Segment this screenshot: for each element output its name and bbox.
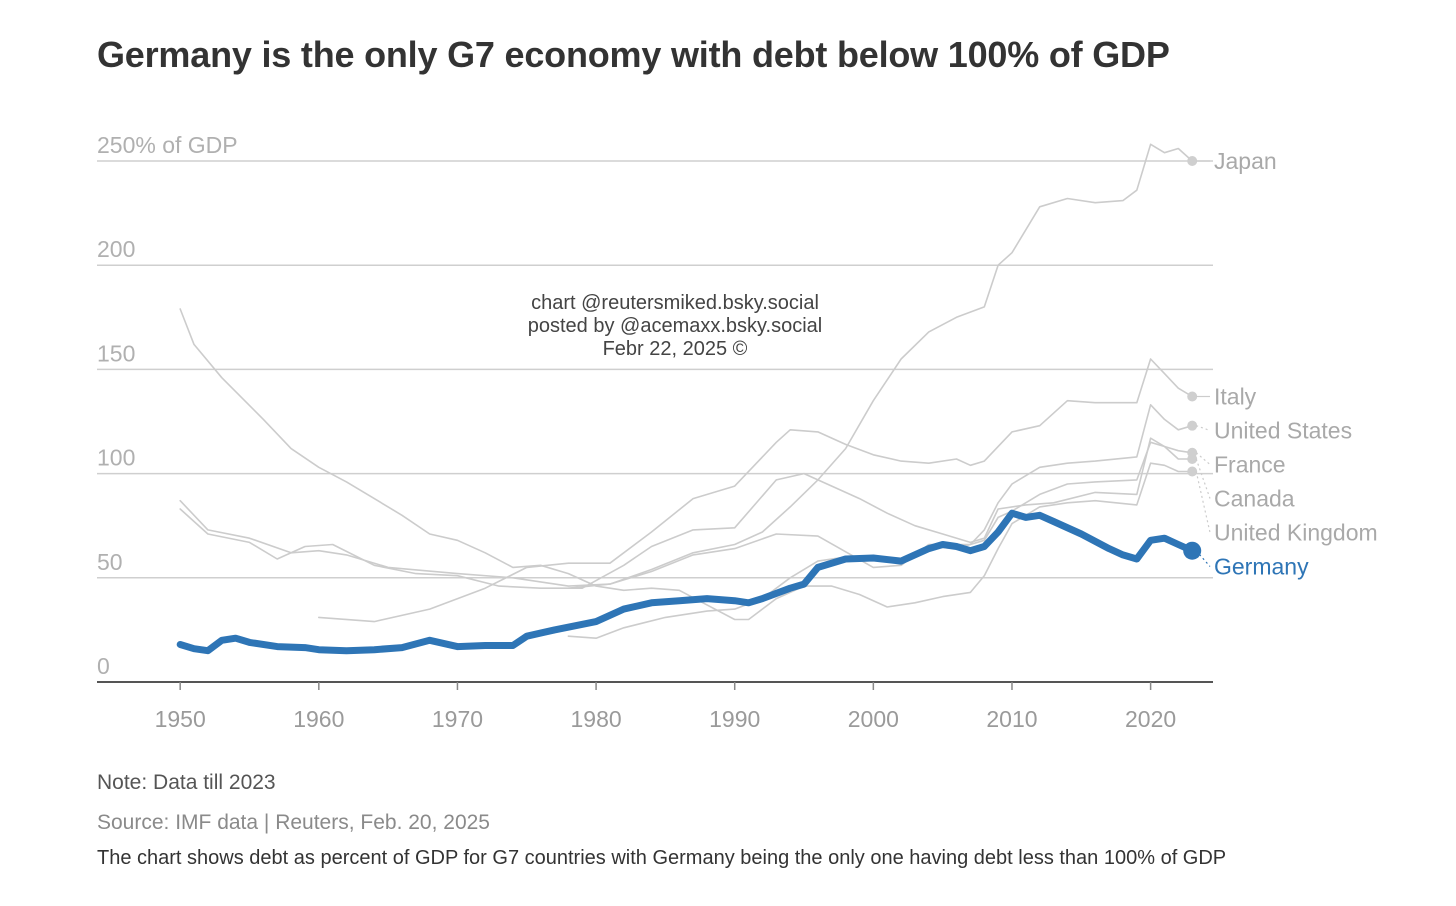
series-end-labels: Japan Italy United States France Canada Unite…: [1195, 148, 1378, 579]
watermark: chart @reutersmiked.bsky.social posted b…: [528, 292, 823, 360]
series-lines: [176, 143, 1202, 655]
end-label-germany: Germany: [1214, 553, 1309, 579]
x-tick-label-1980: 1980: [570, 706, 621, 732]
leader-line-united-states: [1196, 425, 1211, 432]
end-label-united-states: United States: [1214, 417, 1352, 443]
series-line-italy: [318, 358, 1193, 623]
y-tick-label-150: 150: [97, 340, 135, 366]
series-end-point-united-states: [1187, 420, 1198, 431]
series-line-united-kingdom: [179, 308, 1193, 621]
end-label-united-kingdom: United Kingdom: [1214, 519, 1378, 545]
watermark-line-3: Febr 22, 2025 ©: [603, 338, 748, 360]
x-tick-label-2010: 2010: [986, 706, 1037, 732]
series-line-canada: [179, 437, 1193, 589]
leader-line-canada: [1195, 458, 1211, 499]
end-label-canada: Canada: [1214, 485, 1295, 511]
y-tick-label-50: 50: [97, 549, 123, 575]
y-tick-label-100: 100: [97, 445, 135, 471]
series-end-point-germany: [1183, 541, 1202, 560]
series-end-point-canada: [1187, 454, 1198, 465]
debt-line-chart: 0 50 100 150 200 250% of GDP 1950 1960 1970 1980 1…: [97, 132, 1378, 732]
chart-title: Germany is the only G7 economy with debt…: [97, 34, 1170, 75]
y-tick-label-250: 250% of GDP: [97, 132, 238, 158]
series-line-germany: [176, 509, 1196, 655]
leader-line-united-kingdom: [1195, 471, 1211, 533]
watermark-line-1: chart @reutersmiked.bsky.social: [531, 292, 819, 314]
chart-source: Source: IMF data | Reuters, Feb. 20, 202…: [97, 811, 490, 834]
x-tick-label-1970: 1970: [432, 706, 483, 732]
watermark-line-2: posted by @acemaxx.bsky.social: [528, 315, 823, 337]
end-label-italy: Italy: [1214, 383, 1257, 409]
leader-line-france: [1195, 452, 1211, 465]
series-end-point-united-kingdom: [1187, 466, 1198, 477]
leader-line-germany: [1195, 550, 1211, 567]
chart-note: Note: Data till 2023: [97, 771, 276, 794]
gridlines: [97, 160, 1213, 579]
series-line-united-states: [179, 404, 1193, 587]
series-end-point-japan: [1187, 156, 1198, 166]
y-tick-label-0: 0: [97, 653, 110, 679]
axes: 0 50 100 150 200 250% of GDP 1950 1960 1970 1980 1…: [97, 132, 1213, 732]
x-tick-label-2020: 2020: [1125, 706, 1176, 732]
end-label-france: France: [1214, 451, 1286, 477]
x-tick-label-1990: 1990: [709, 706, 760, 732]
chart-caption: The chart shows debt as percent of GDP f…: [97, 847, 1227, 869]
x-tick-label-1950: 1950: [155, 706, 206, 732]
end-label-japan: Japan: [1214, 148, 1277, 174]
x-tick-label-1960: 1960: [293, 706, 344, 732]
x-tick-label-2000: 2000: [848, 706, 899, 732]
y-tick-label-200: 200: [97, 236, 135, 262]
series-end-point-italy: [1187, 391, 1198, 402]
series-line-japan: [567, 143, 1193, 589]
